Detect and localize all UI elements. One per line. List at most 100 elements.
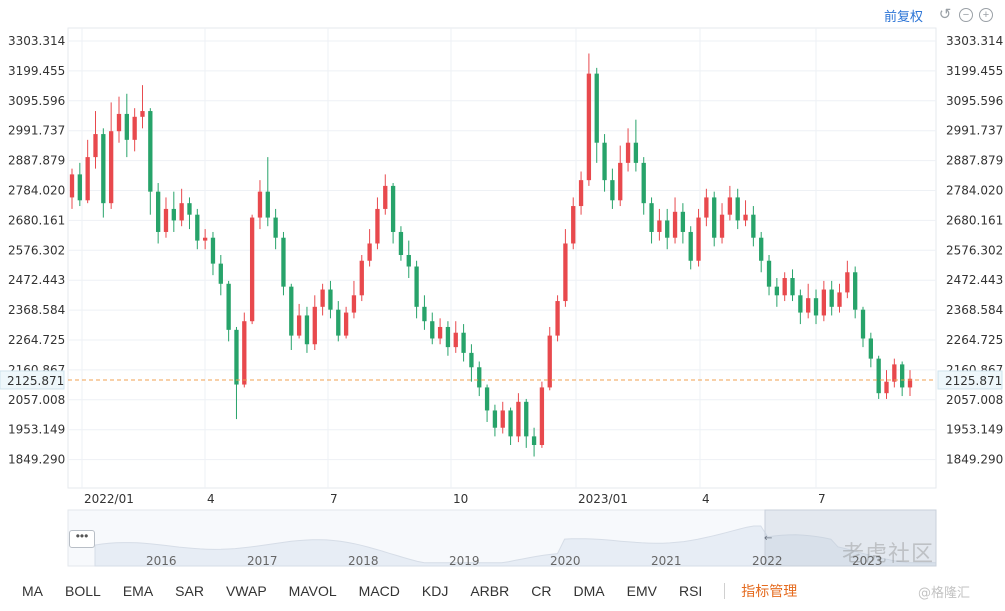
candle xyxy=(657,208,662,241)
y-tick-label-right: 2991.737 xyxy=(946,124,1003,138)
candle xyxy=(383,174,388,215)
candle xyxy=(109,102,114,209)
candle xyxy=(484,384,490,422)
candle xyxy=(163,197,169,238)
zoom-out-icon[interactable]: − xyxy=(959,8,973,22)
candle xyxy=(492,404,498,437)
candle xyxy=(735,188,740,230)
candle xyxy=(759,231,764,273)
candle xyxy=(672,197,678,244)
candle xyxy=(312,295,317,350)
indicator-dma[interactable]: DMA xyxy=(573,583,605,599)
candle xyxy=(132,108,137,152)
candle xyxy=(837,283,842,313)
indicator-boll[interactable]: BOLL xyxy=(65,583,101,599)
candle xyxy=(265,157,270,227)
candle xyxy=(359,254,364,302)
candle xyxy=(821,280,827,322)
navigator-more-button[interactable]: ••• xyxy=(69,530,95,548)
y-tick-label-right: 3303.314 xyxy=(946,34,1003,48)
zoom-in-icon[interactable]: + xyxy=(979,8,993,22)
current-price-tag-right-text: 2125.871 xyxy=(945,374,1002,388)
candle xyxy=(257,180,263,230)
candle xyxy=(328,280,333,319)
indicator-sar[interactable]: SAR xyxy=(175,583,204,599)
indicator-mavol[interactable]: MAVOL xyxy=(288,583,337,599)
indicator-rsi[interactable]: RSI xyxy=(678,583,703,599)
candle xyxy=(343,306,349,339)
y-tick-label-left: 2472.443 xyxy=(8,273,65,287)
candle xyxy=(641,157,646,215)
navigator-year-label: 2021 xyxy=(651,554,682,568)
navigator-left-handle-icon[interactable]: ← xyxy=(764,533,772,544)
candle xyxy=(766,254,772,296)
candle xyxy=(77,162,82,207)
candle xyxy=(531,427,537,457)
x-tick-label: 4 xyxy=(207,492,215,506)
navigator-year-label: 2019 xyxy=(449,554,480,568)
y-tick-label-left: 2057.008 xyxy=(8,393,65,407)
indicator-emv[interactable]: EMV xyxy=(626,583,657,599)
candle xyxy=(477,361,482,397)
current-price-line: 2125.871 2125.871 xyxy=(0,370,1003,390)
current-price-tag-left-text: 2125.871 xyxy=(7,374,64,388)
indicator-ma[interactable]: MA xyxy=(22,583,43,599)
candle xyxy=(155,183,161,244)
y-tick-label-left: 2887.879 xyxy=(8,154,65,168)
candle xyxy=(202,229,208,250)
candle xyxy=(680,203,686,244)
x-tick-label: 4 xyxy=(702,492,710,506)
candle xyxy=(116,96,122,143)
indicator-macd[interactable]: MACD xyxy=(358,583,400,599)
undo-icon[interactable]: ↺ xyxy=(938,6,952,23)
current-price-tag-right xyxy=(937,370,1003,390)
candle xyxy=(101,128,106,218)
candle xyxy=(907,370,913,397)
candle xyxy=(884,370,889,399)
candle xyxy=(296,303,302,339)
navigator-selected-window[interactable] xyxy=(764,509,937,567)
y-tick-label-right: 2472.443 xyxy=(946,273,1003,287)
adjust-mode-link[interactable]: 前复权 xyxy=(883,8,923,24)
candle xyxy=(547,326,552,391)
candle xyxy=(712,191,717,247)
candle xyxy=(829,280,834,316)
grid-horizontal xyxy=(68,40,936,461)
indicator-cr[interactable]: CR xyxy=(531,583,552,599)
candle xyxy=(320,283,325,316)
y-tick-label-left: 2784.020 xyxy=(8,184,65,198)
y-tick-label-left: 2680.161 xyxy=(8,213,65,227)
navigator[interactable]: ← 2016 2017 2018 2019 2020 2021 2022 2023 xyxy=(67,509,937,568)
candle xyxy=(430,312,435,345)
candle xyxy=(406,240,411,279)
candle xyxy=(743,200,748,227)
watermark-gelonghui: @格隆汇 xyxy=(918,586,971,601)
candle xyxy=(845,260,850,299)
candle xyxy=(85,139,90,204)
candle xyxy=(226,280,231,342)
indicator-manage-link[interactable]: 指标管理 xyxy=(741,583,798,599)
candle xyxy=(367,229,372,267)
candle xyxy=(813,289,819,325)
y-tick-label-right: 2057.008 xyxy=(946,393,1003,407)
candle xyxy=(414,260,419,319)
navigator-year-label: 2017 xyxy=(247,554,278,568)
navigator-history-area xyxy=(94,525,937,567)
indicator-vwap[interactable]: VWAP xyxy=(225,583,267,599)
indicator-kdj[interactable]: KDJ xyxy=(421,583,449,599)
indicator-arbr[interactable]: ARBR xyxy=(470,583,510,599)
candle xyxy=(524,398,529,448)
candle xyxy=(375,197,380,250)
candle xyxy=(790,269,795,302)
candle xyxy=(187,197,192,230)
indicator-ema[interactable]: EMA xyxy=(122,583,154,599)
y-axis-right: 3303.314 3199.455 3095.596 2991.737 2887.879… xyxy=(946,34,1003,467)
candle xyxy=(868,332,873,368)
candle xyxy=(69,168,75,209)
candle xyxy=(782,272,787,302)
navigator-years: 2016 2017 2018 2019 2020 2021 2022 2023 xyxy=(146,554,883,568)
y-tick-label-right: 1849.290 xyxy=(946,453,1003,467)
y-tick-label-right: 2576.302 xyxy=(946,243,1003,257)
y-tick-label-right: 2887.879 xyxy=(946,154,1003,168)
